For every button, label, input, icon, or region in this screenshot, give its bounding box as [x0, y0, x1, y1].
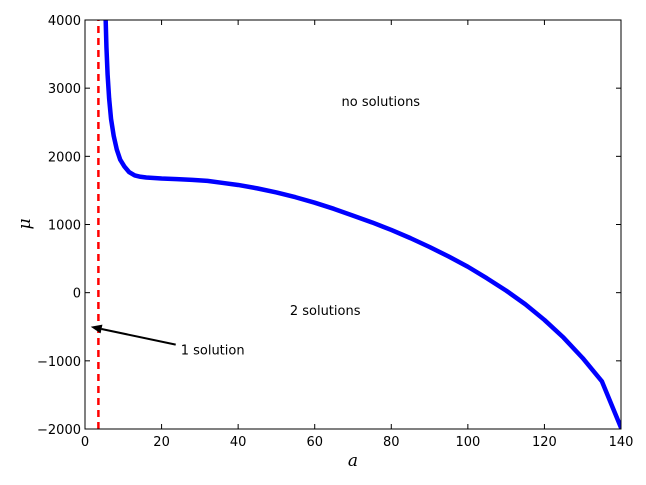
y-tick-label: 0 — [73, 287, 81, 302]
y-tick-label: 3000 — [48, 82, 81, 97]
y-axis-label: μ — [15, 218, 35, 229]
solution-boundary-line — [103, 20, 621, 429]
x-axis-label: a — [348, 451, 358, 471]
x-tick-label: 120 — [532, 435, 557, 450]
y-tick-label: 4000 — [48, 14, 81, 29]
annotation-arrow-line — [101, 328, 176, 346]
x-tick-label: 100 — [455, 435, 480, 450]
x-tick-label: 20 — [153, 435, 170, 450]
annotation-arrow-head — [90, 324, 103, 334]
x-tick-label: 140 — [609, 435, 634, 450]
plot-area — [85, 20, 621, 429]
x-tick-label: 0 — [81, 435, 89, 450]
y-tick-label: 1000 — [48, 219, 81, 234]
y-tick-label: −1000 — [37, 355, 81, 370]
x-tick-label: 80 — [383, 435, 400, 450]
annotation-label: no solutions — [342, 95, 421, 110]
y-tick-label: −2000 — [37, 423, 81, 438]
annotation-label: 1 solution — [181, 344, 245, 359]
x-tick-label: 60 — [306, 435, 323, 450]
annotation-label: 2 solutions — [290, 304, 361, 319]
x-tick-label: 40 — [230, 435, 247, 450]
y-tick-label: 2000 — [48, 150, 81, 165]
plot-frame — [84, 19, 622, 430]
